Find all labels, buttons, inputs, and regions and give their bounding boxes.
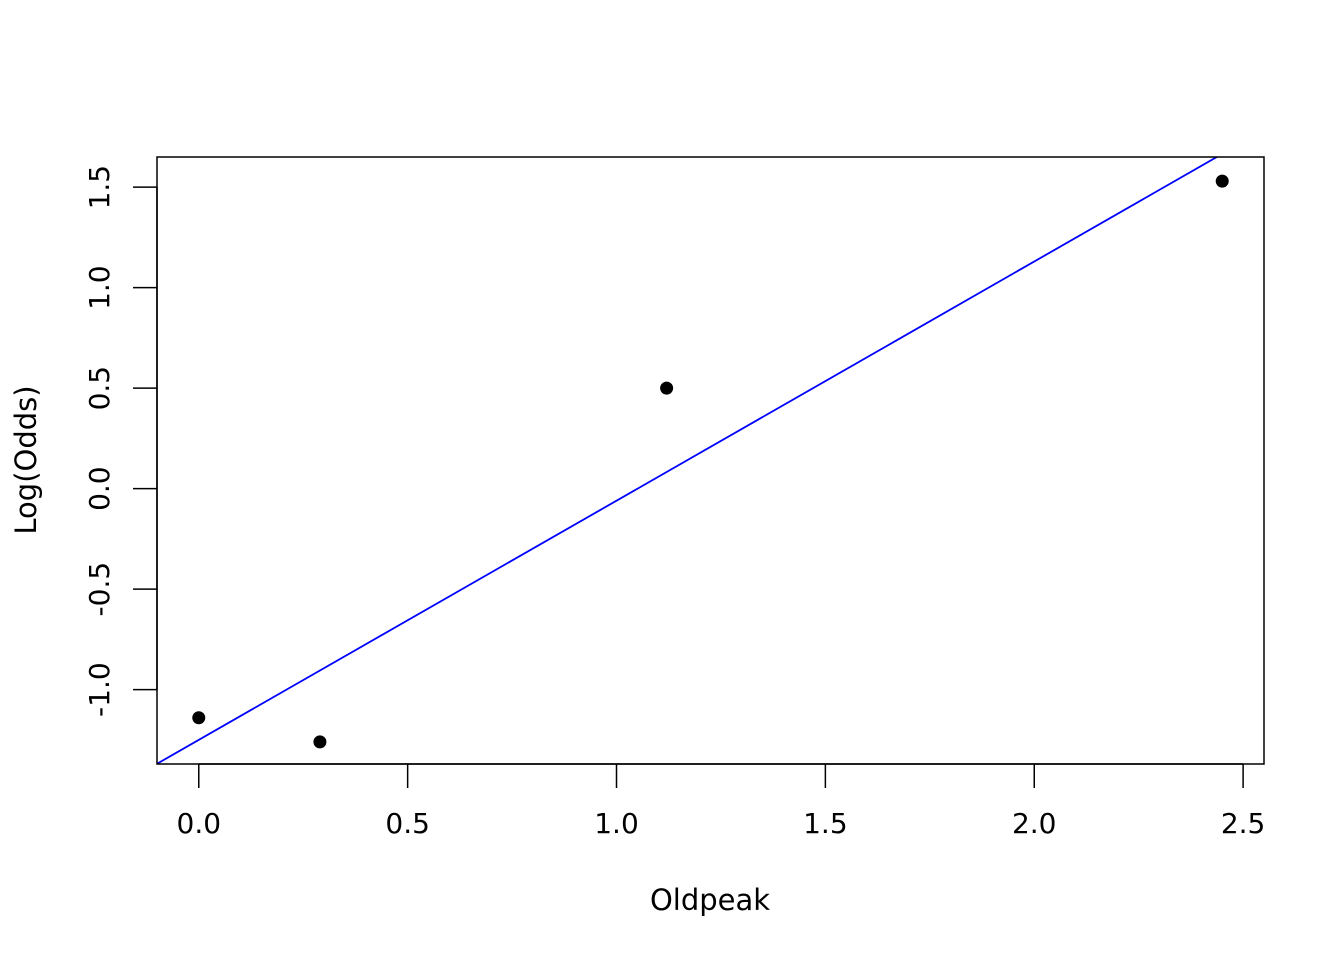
data-point bbox=[192, 711, 206, 725]
x-tick-label: 1.0 bbox=[594, 807, 639, 840]
x-axis-title: Oldpeak bbox=[650, 883, 770, 917]
y-tick-label: 0.5 bbox=[83, 366, 116, 411]
y-axis-title: Log(Odds) bbox=[9, 385, 43, 534]
y-axis: -1.0 -0.5 0.0 0.5 1.0 1.5 bbox=[83, 165, 158, 717]
x-tick-label: 2.5 bbox=[1221, 807, 1266, 840]
x-axis: 0.0 0.5 1.0 1.5 2.0 2.5 bbox=[177, 763, 1266, 840]
y-tick-label: -0.5 bbox=[83, 562, 116, 617]
x-tick-label: 2.0 bbox=[1012, 807, 1057, 840]
y-tick-label: 1.0 bbox=[83, 265, 116, 310]
plot-box bbox=[156, 156, 1265, 765]
data-point bbox=[1215, 174, 1229, 188]
fit-line bbox=[157, 157, 1219, 764]
y-tick-label: -1.0 bbox=[83, 662, 116, 717]
y-tick-label: 0.0 bbox=[83, 466, 116, 511]
data-point bbox=[313, 735, 327, 749]
x-tick-label: 0.5 bbox=[385, 807, 430, 840]
x-tick-label: 0.0 bbox=[177, 807, 222, 840]
x-tick-label: 1.5 bbox=[803, 807, 848, 840]
y-tick-label: 1.5 bbox=[83, 165, 116, 210]
data-point bbox=[660, 381, 674, 395]
